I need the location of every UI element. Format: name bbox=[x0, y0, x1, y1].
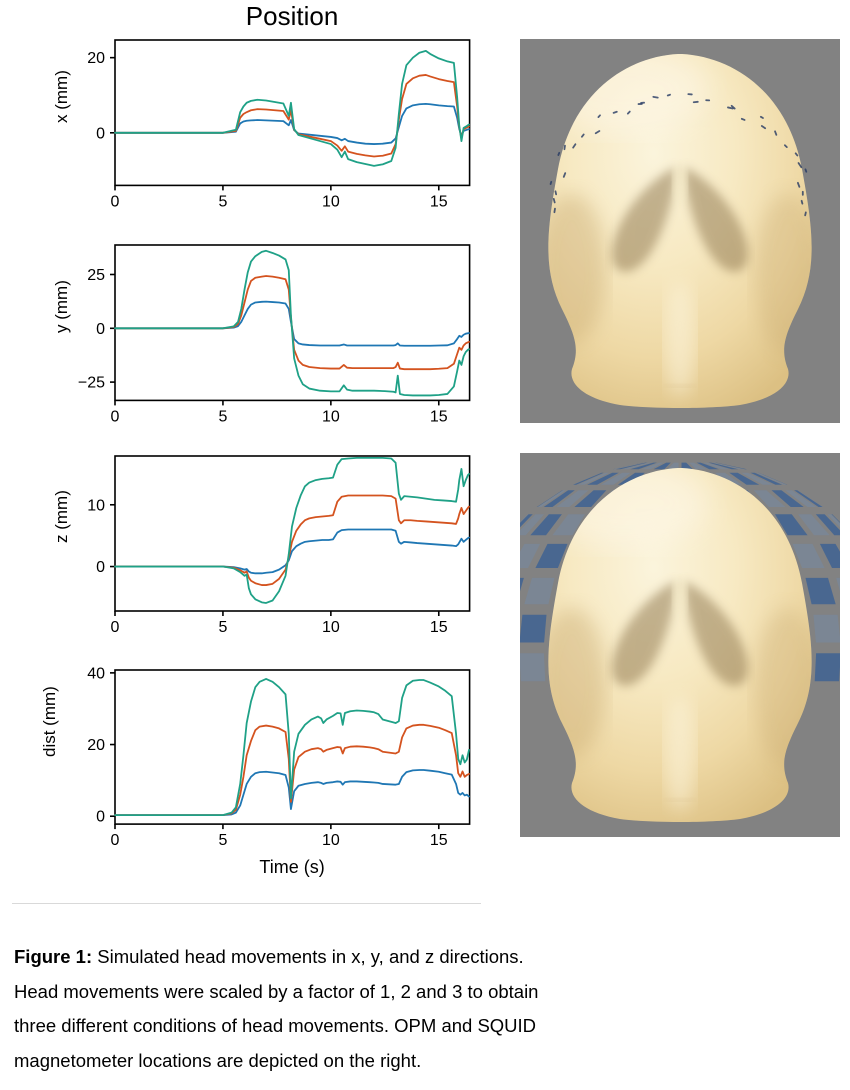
svg-text:5: 5 bbox=[218, 194, 227, 211]
svg-text:0: 0 bbox=[96, 809, 105, 826]
svg-text:0: 0 bbox=[110, 194, 119, 211]
svg-text:20: 20 bbox=[87, 51, 105, 68]
svg-text:0: 0 bbox=[110, 619, 119, 636]
svg-text:−25: −25 bbox=[78, 375, 105, 392]
svg-text:15: 15 bbox=[430, 832, 448, 849]
svg-text:10: 10 bbox=[322, 832, 340, 849]
svg-text:10: 10 bbox=[322, 409, 340, 426]
svg-text:20: 20 bbox=[87, 737, 105, 754]
svg-text:0: 0 bbox=[96, 321, 105, 338]
svg-text:0: 0 bbox=[110, 409, 119, 426]
svg-text:15: 15 bbox=[430, 194, 448, 211]
svg-text:15: 15 bbox=[430, 409, 448, 426]
svg-text:0: 0 bbox=[96, 559, 105, 576]
svg-text:0: 0 bbox=[96, 126, 105, 143]
svg-text:0: 0 bbox=[110, 832, 119, 849]
svg-text:15: 15 bbox=[430, 619, 448, 636]
svg-text:10: 10 bbox=[322, 194, 340, 211]
svg-text:5: 5 bbox=[218, 409, 227, 426]
svg-text:10: 10 bbox=[322, 619, 340, 636]
svg-text:25: 25 bbox=[87, 267, 105, 284]
svg-text:40: 40 bbox=[87, 665, 105, 682]
svg-text:5: 5 bbox=[218, 832, 227, 849]
svg-text:5: 5 bbox=[218, 619, 227, 636]
svg-text:10: 10 bbox=[87, 497, 105, 514]
